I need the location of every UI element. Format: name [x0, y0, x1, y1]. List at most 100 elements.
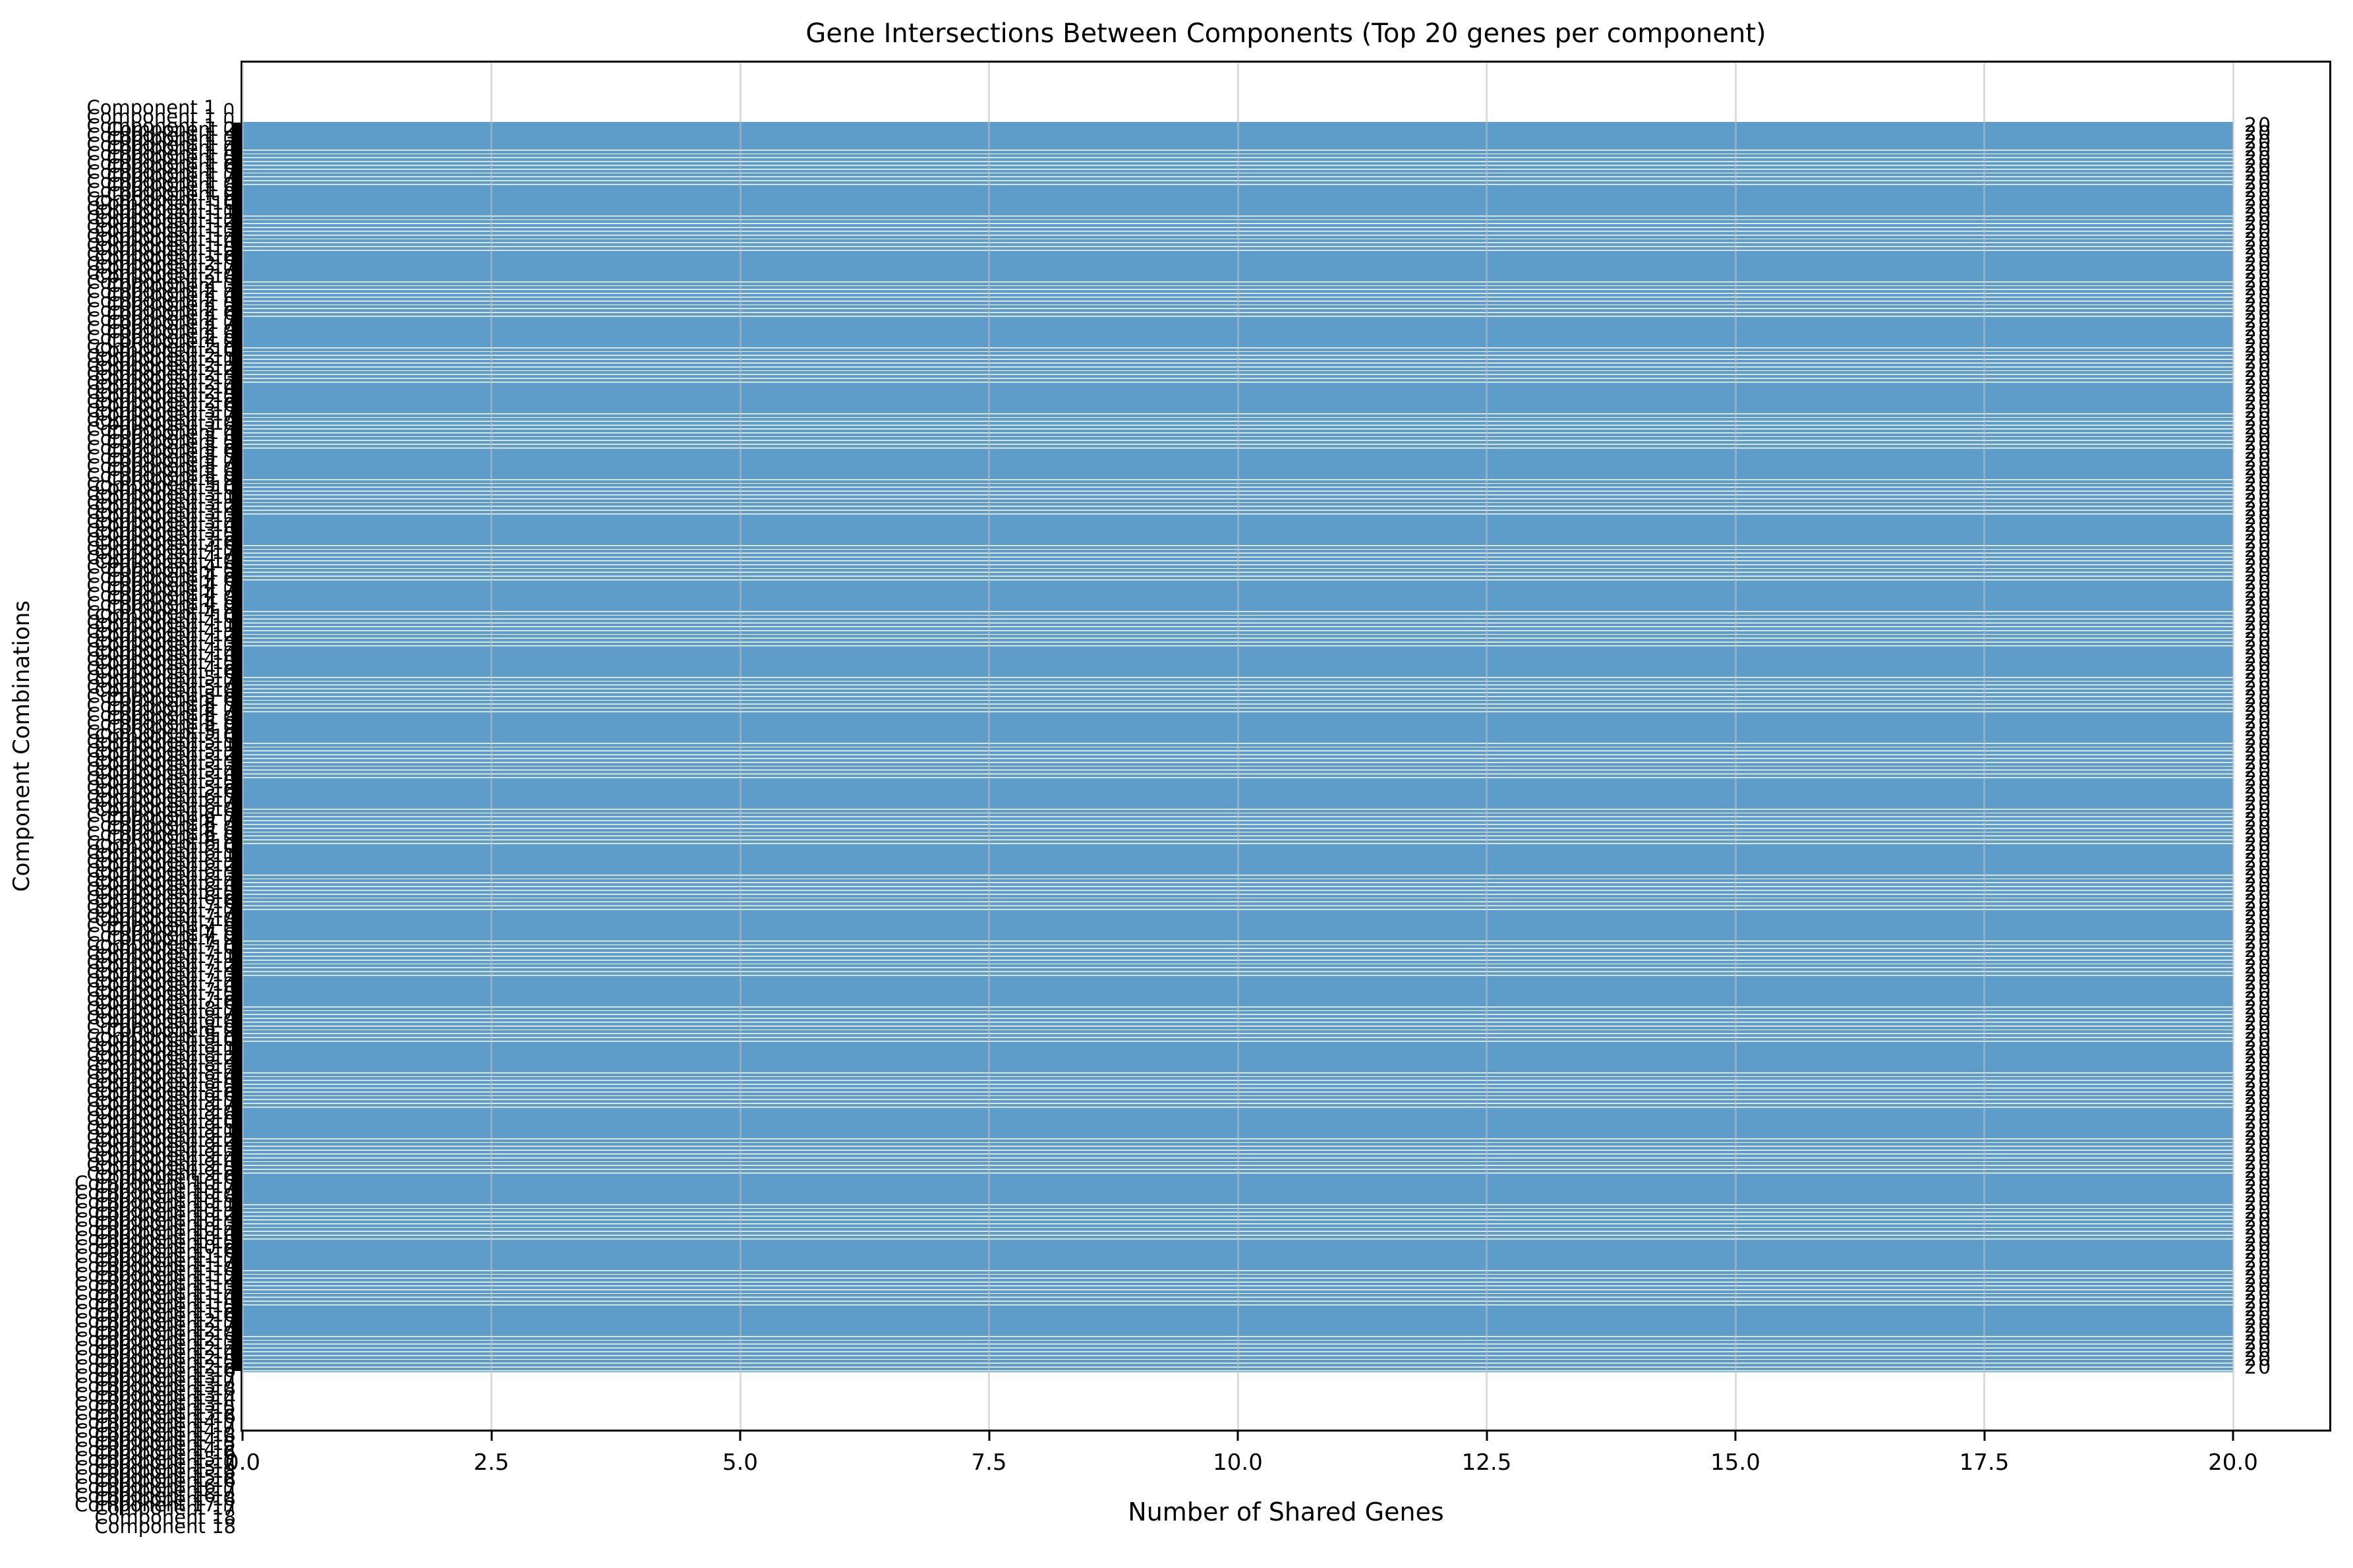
- y-tick-label: Component 7 ∩ Component 10: [86, 914, 236, 959]
- bar-value-label: 20: [2244, 1151, 2273, 1175]
- y-tick-label: Component 1 ∩ Component 10: [86, 169, 236, 214]
- y-tick-label: Component 5 ∩ Component 14: [86, 740, 236, 784]
- bar-value-label: 20: [2244, 1159, 2273, 1183]
- y-tick-label: Component 9 ∩ Component 18: [86, 1162, 236, 1207]
- y-tick-label: Component 7 ∩ Component 9: [86, 905, 236, 950]
- bar-value-label: 20: [2244, 1249, 2273, 1273]
- bar-value-label: 20: [2244, 1192, 2273, 1216]
- bar-value-label: 20: [2244, 882, 2273, 906]
- bar-value-label: 20: [2244, 914, 2273, 938]
- y-tick-label: Component 9 ∩ Component 14: [86, 1126, 236, 1171]
- bar-value-label: 20: [2244, 1233, 2273, 1257]
- bar-value-label: 20: [2244, 399, 2273, 423]
- y-tick-label: Component 4 ∩ Component 16: [86, 638, 236, 683]
- bar-value-label: 20: [2244, 808, 2273, 832]
- bar-value-label: 20: [2244, 1094, 2273, 1118]
- y-tick-label: Component 17 ∩ Component 18: [74, 1494, 236, 1538]
- y-tick-label: Component 6 ∩ Component 8: [86, 795, 236, 839]
- bar-value-label: 20: [2244, 514, 2273, 538]
- y-tick-label: Component 8 ∩ Component 10: [86, 1006, 236, 1051]
- bar-value-label: 20: [2244, 261, 2273, 285]
- y-tick-label: Component 14 ∩ Component 15: [74, 1410, 236, 1455]
- bar-value-label: 20: [2244, 571, 2273, 595]
- y-tick-label: Component 12 ∩ Component 13: [74, 1310, 236, 1354]
- y-tick-label: Component 4 ∩ Component 18: [86, 656, 236, 701]
- y-tick-label: Component 3 ∩ Component 6: [86, 418, 236, 463]
- y-tick-label: Component 3 ∩ Component 18: [86, 528, 236, 573]
- y-axis-title: Component Combinations: [9, 600, 35, 892]
- bar-value-label: 20: [2244, 653, 2273, 677]
- y-tick-label: Component 3 ∩ Component 9: [86, 446, 236, 490]
- y-tick-label: Component 2 ∩ Component 10: [86, 316, 236, 361]
- bar-value-label: 20: [2244, 1029, 2273, 1053]
- y-tick-label: Component 8 ∩ Component 11: [86, 1015, 236, 1060]
- bar-value-label: 20: [2244, 1274, 2273, 1298]
- y-tick-label: Component 10 ∩ Component 16: [74, 1217, 236, 1262]
- gridline-x-10.0: [1236, 63, 1239, 1430]
- y-tick-label: Component 14 ∩ Component 17: [74, 1429, 236, 1474]
- y-tick-label: Component 9 ∩ Component 15: [86, 1135, 236, 1180]
- bar-value-label: 20: [2244, 849, 2273, 873]
- y-tick-label: Component 1 ∩ Component 6: [86, 132, 236, 177]
- y-tick-label: Component 8 ∩ Component 18: [86, 1080, 236, 1124]
- y-tick-label: Component 7 ∩ Component 15: [86, 960, 236, 1005]
- y-tick-label: Component 8 ∩ Component 12: [86, 1024, 236, 1069]
- bar-value-label: 20: [2244, 1061, 2273, 1085]
- y-tick-label: Component 1 ∩ Component 13: [86, 197, 236, 242]
- y-tick-label: Component 3 ∩ Component 17: [86, 519, 236, 564]
- bar-value-label: 20: [2244, 449, 2273, 473]
- x-tick-label: 2.5: [473, 1449, 509, 1476]
- x-tick-label: 0.0: [224, 1449, 261, 1476]
- bar-value-label: 20: [2244, 1045, 2273, 1068]
- y-tick-label: Component 10 ∩ Component 11: [74, 1171, 236, 1216]
- bar-value-label: 20: [2244, 1339, 2273, 1363]
- bar-value-label: 20: [2244, 841, 2273, 865]
- gridline-x-17.5: [1983, 63, 1985, 1430]
- y-tick-marks-merged: [232, 123, 241, 1371]
- bar-value-label: 20: [2244, 1176, 2273, 1200]
- y-tick-label: Component 2 ∩ Component 6: [86, 279, 236, 324]
- gridline-x-2.5: [490, 63, 492, 1430]
- gridline-x-12.5: [1486, 63, 1488, 1430]
- y-tick-label: Component 12 ∩ Component 16: [74, 1337, 236, 1381]
- bar-value-label: 20: [2244, 1004, 2273, 1028]
- bar-value-label: 20: [2244, 702, 2273, 726]
- x-tick-mark: [739, 1432, 741, 1441]
- y-tick-label: Component 3 ∩ Component 8: [86, 436, 236, 481]
- bar-value-label: 20: [2244, 1143, 2273, 1167]
- y-tick-label: Component 2 ∩ Component 13: [86, 344, 236, 389]
- bar-value-label: 20: [2244, 1053, 2273, 1077]
- bar-value-label: 20: [2244, 1070, 2273, 1093]
- y-tick-label: Component 4 ∩ Component 12: [86, 602, 236, 647]
- bar-value-label: 20: [2244, 906, 2273, 930]
- y-tick-label: Component 6 ∩ Component 9: [86, 803, 236, 848]
- y-tick-label: Component 6 ∩ Component 15: [86, 859, 236, 904]
- x-tick-label: 12.5: [1461, 1449, 1512, 1476]
- y-tick-label: Component 12 ∩ Component 17: [74, 1346, 236, 1391]
- y-tick-label: Component 3 ∩ Component 15: [86, 500, 236, 545]
- y-tick-label: Component 12 ∩ Component 14: [74, 1319, 236, 1363]
- bar-value-label: 20: [2244, 1298, 2273, 1322]
- y-tick-label: Component 7 ∩ Component 16: [86, 970, 236, 1014]
- y-tick-label: Component 3 ∩ Component 16: [86, 509, 236, 554]
- y-tick-label: Component 13 ∩ Component 14: [74, 1364, 236, 1409]
- bar-value-label: 20: [2244, 440, 2273, 464]
- y-tick-label: Component 4 ∩ Component 7: [86, 556, 236, 600]
- y-tick-label: Component 10 ∩ Component 12: [74, 1180, 236, 1225]
- bar-value-label: 20: [2244, 710, 2273, 734]
- y-tick-label: Component 2 ∩ Component 17: [86, 381, 236, 426]
- y-tick-label: Component 11 ∩ Component 17: [74, 1291, 236, 1336]
- y-tick-label: Component 11 ∩ Component 14: [74, 1263, 236, 1308]
- bar-value-label: 20: [2244, 130, 2273, 154]
- y-tick-label: Component 14 ∩ Component 18: [74, 1438, 236, 1483]
- x-tick-mark: [1983, 1432, 1985, 1441]
- y-tick-label: Component 1 ∩ Component 16: [86, 225, 236, 270]
- y-tick-label: Component 2 ∩ Component 15: [86, 363, 236, 407]
- y-tick-label: Component 11 ∩ Component 13: [74, 1254, 236, 1299]
- y-tick-label: Component 15 ∩ Component 16: [74, 1447, 236, 1492]
- bar-value-label: 20: [2244, 923, 2273, 946]
- bar-value-label: 20: [2244, 531, 2273, 554]
- bar-value-label: 20: [2244, 579, 2273, 603]
- y-tick-label: Component 3 ∩ Component 11: [86, 463, 236, 508]
